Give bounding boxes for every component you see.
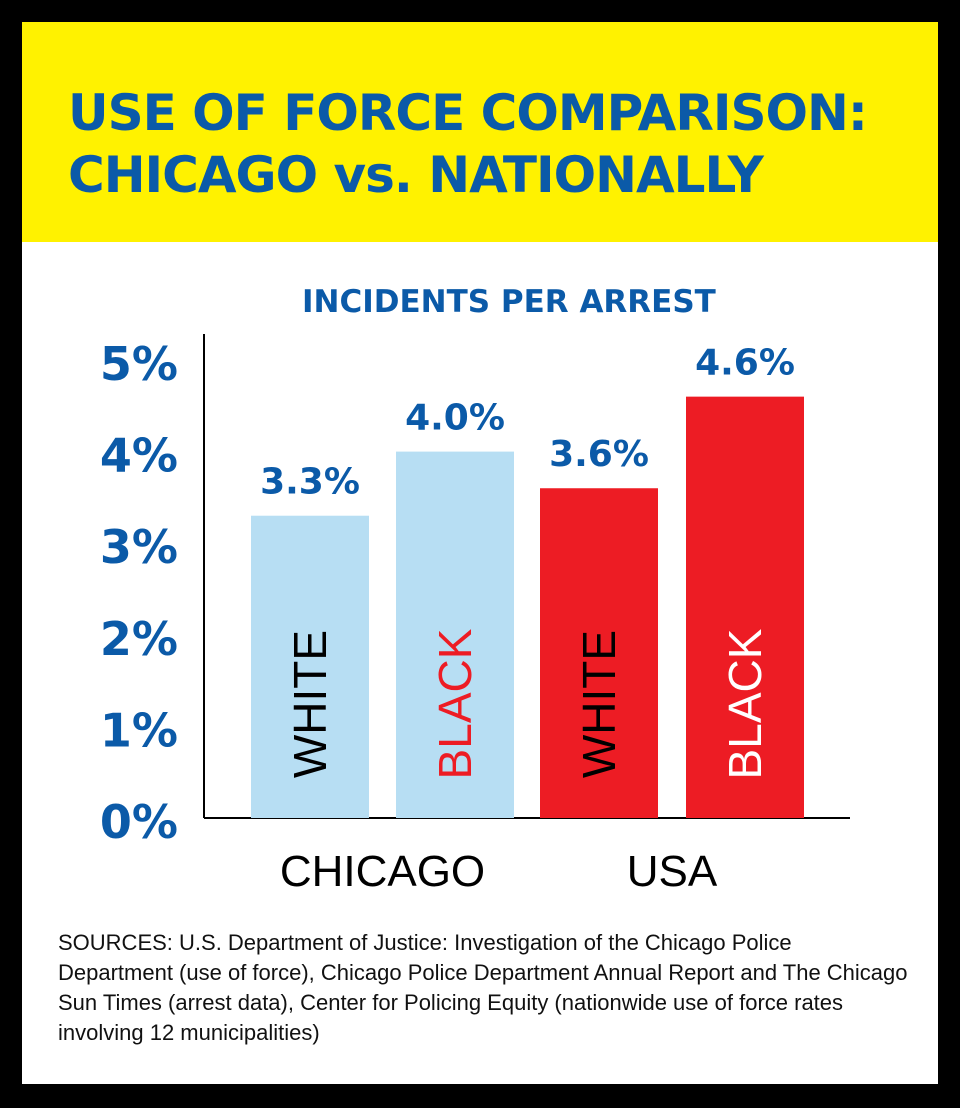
bar-category-label: WHITE — [573, 630, 625, 778]
page-title-line-1: USE OF FORCE COMPARISON: — [68, 84, 868, 142]
y-tick-label: 2% — [100, 612, 178, 666]
y-tick-label: 3% — [100, 520, 178, 574]
page-title-line-2: CHICAGO vs. NATIONALLY — [68, 146, 764, 204]
data-label: 3.3% — [260, 462, 360, 503]
data-label: 3.6% — [549, 434, 649, 475]
bar-chicago-black — [396, 451, 514, 818]
y-tick-label: 1% — [100, 703, 178, 757]
y-tick-label: 4% — [100, 429, 178, 483]
title-banner: USE OF FORCE COMPARISON: CHICAGO vs. NAT… — [22, 22, 938, 242]
bar-usa-white — [540, 488, 658, 818]
bar-category-label: BLACK — [719, 628, 771, 779]
bar-category-label: WHITE — [284, 630, 336, 778]
chart-title: INCIDENTS PER ARREST — [302, 284, 716, 320]
sources-note: SOURCES: U.S. Department of Justice: Inv… — [58, 930, 908, 1045]
bar-category-label: BLACK — [429, 628, 481, 779]
data-label: 4.0% — [405, 398, 505, 439]
y-tick-label: 5% — [100, 337, 178, 391]
bar-usa-black — [686, 396, 804, 818]
x-group-label: USA — [627, 847, 718, 896]
data-label: 4.6% — [695, 343, 795, 384]
bar-chicago-white — [251, 515, 369, 818]
x-group-label: CHICAGO — [280, 847, 485, 896]
y-tick-label: 0% — [100, 795, 178, 849]
